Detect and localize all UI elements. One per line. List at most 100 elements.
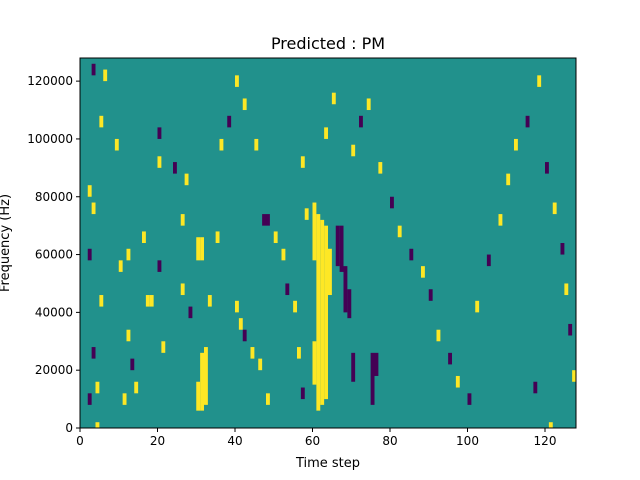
heatmap-cell xyxy=(149,295,154,307)
heatmap-cell xyxy=(304,208,309,220)
heatmap-cell xyxy=(335,225,340,267)
chart-title: Predicted : PM xyxy=(271,34,385,53)
heatmap-cell xyxy=(126,329,131,342)
heatmap-cell xyxy=(219,138,224,151)
heatmap-cell xyxy=(122,393,127,405)
heatmap-cell xyxy=(366,98,371,111)
heatmap-cell xyxy=(552,202,557,215)
heatmap-cell xyxy=(250,347,255,359)
heatmap-cell xyxy=(180,283,185,296)
heatmap-cell xyxy=(157,260,162,272)
heatmap-cell xyxy=(157,156,162,168)
heatmap-cell xyxy=(161,341,166,353)
heatmap-cell xyxy=(343,266,348,313)
heatmap-cell xyxy=(428,289,433,301)
heatmap-cell xyxy=(91,347,96,359)
heatmap-cell xyxy=(200,237,205,261)
heatmap-cell xyxy=(297,347,301,359)
heatmap-cell xyxy=(351,352,356,382)
heatmap-cell xyxy=(397,225,402,238)
heatmap-cell xyxy=(254,138,259,151)
heatmap-cell xyxy=(564,283,569,296)
heatmap-cell xyxy=(324,127,329,139)
heatmap-cell xyxy=(235,300,239,313)
heatmap-cell xyxy=(328,248,332,296)
heatmap-cell xyxy=(126,248,131,261)
heatmap-cell xyxy=(142,231,146,243)
heatmap-cell xyxy=(448,352,453,365)
x-tick-label: 120 xyxy=(534,434,557,448)
heatmap-cell xyxy=(196,237,201,261)
y-tick-label: 60000 xyxy=(35,248,73,262)
heatmap-cell xyxy=(312,341,317,385)
heatmap-cell xyxy=(91,202,96,215)
x-tick-label: 20 xyxy=(150,434,165,448)
heatmap-cell xyxy=(370,352,375,405)
heatmap-cell xyxy=(87,393,92,405)
heatmap-cell xyxy=(258,358,263,371)
x-axis-ticks: 0 20 40 60 80 100 120 xyxy=(76,428,556,448)
heatmap-cell xyxy=(347,289,352,319)
heatmap-cell xyxy=(545,162,549,174)
heatmap-cell xyxy=(320,219,325,405)
heatmap-cell xyxy=(130,358,135,371)
heatmap-cell xyxy=(215,231,220,243)
heatmap-cell xyxy=(537,75,542,87)
heatmap-cell xyxy=(134,381,139,394)
heatmap-cell xyxy=(525,115,530,128)
heatmap-cell xyxy=(173,162,177,174)
heatmap-cell xyxy=(514,138,518,151)
heatmap-cell xyxy=(331,92,336,105)
heatmap-cell xyxy=(91,63,96,76)
x-tick-label: 80 xyxy=(382,434,397,448)
x-tick-label: 40 xyxy=(227,434,242,448)
heatmap-cell xyxy=(293,300,298,313)
heatmap-cell xyxy=(359,115,363,128)
x-tick-label: 100 xyxy=(456,434,479,448)
heatmap-cell xyxy=(235,75,239,87)
heatmap-cell xyxy=(99,295,104,307)
heatmap-cell xyxy=(95,381,100,394)
heatmap-cell xyxy=(475,300,480,313)
heatmap-cell xyxy=(99,115,104,128)
heatmap-cell xyxy=(204,347,208,405)
heatmap-cells xyxy=(87,63,577,428)
y-axis-ticks: 0 20000 40000 60000 80000 100000 120000 xyxy=(27,74,80,435)
heatmap-cell xyxy=(436,329,441,342)
heatmap-cell xyxy=(390,196,394,209)
x-tick-label: 0 xyxy=(76,434,84,448)
heatmap-cell xyxy=(242,98,247,111)
heatmap-cell xyxy=(184,173,189,186)
heatmap-cell xyxy=(455,375,460,388)
y-tick-label: 80000 xyxy=(35,190,73,204)
heatmap-cell xyxy=(486,254,491,267)
heatmap-cell xyxy=(118,260,123,272)
y-tick-label: 100000 xyxy=(27,132,73,146)
heatmap-cell xyxy=(312,202,317,261)
heatmap-cell xyxy=(242,329,247,342)
heatmap-cell xyxy=(196,381,201,411)
heatmap-cell xyxy=(300,156,305,168)
heatmap-cell xyxy=(227,115,232,128)
heatmap-cell xyxy=(498,214,503,226)
heatmap-cell xyxy=(87,185,92,197)
heatmap-cell xyxy=(351,144,356,157)
heatmap-cell xyxy=(200,352,205,411)
heatmap-cell xyxy=(281,248,286,261)
heatmap-cell xyxy=(188,306,193,319)
heatmap-cell xyxy=(273,231,278,243)
heatmap-cell xyxy=(114,138,119,151)
heatmap-cell xyxy=(300,387,305,400)
heatmap-cell xyxy=(103,69,108,82)
heatmap-cell xyxy=(87,248,92,261)
x-tick-label: 60 xyxy=(305,434,320,448)
plot-frame xyxy=(79,57,577,429)
heatmap-cell xyxy=(548,422,553,428)
heatmap-cell xyxy=(572,370,577,382)
heatmap-cell xyxy=(339,225,344,272)
y-tick-label: 20000 xyxy=(35,363,73,377)
heatmap-cell xyxy=(180,214,185,226)
heatmap-cell xyxy=(533,381,538,394)
heatmap-cell xyxy=(409,248,414,261)
